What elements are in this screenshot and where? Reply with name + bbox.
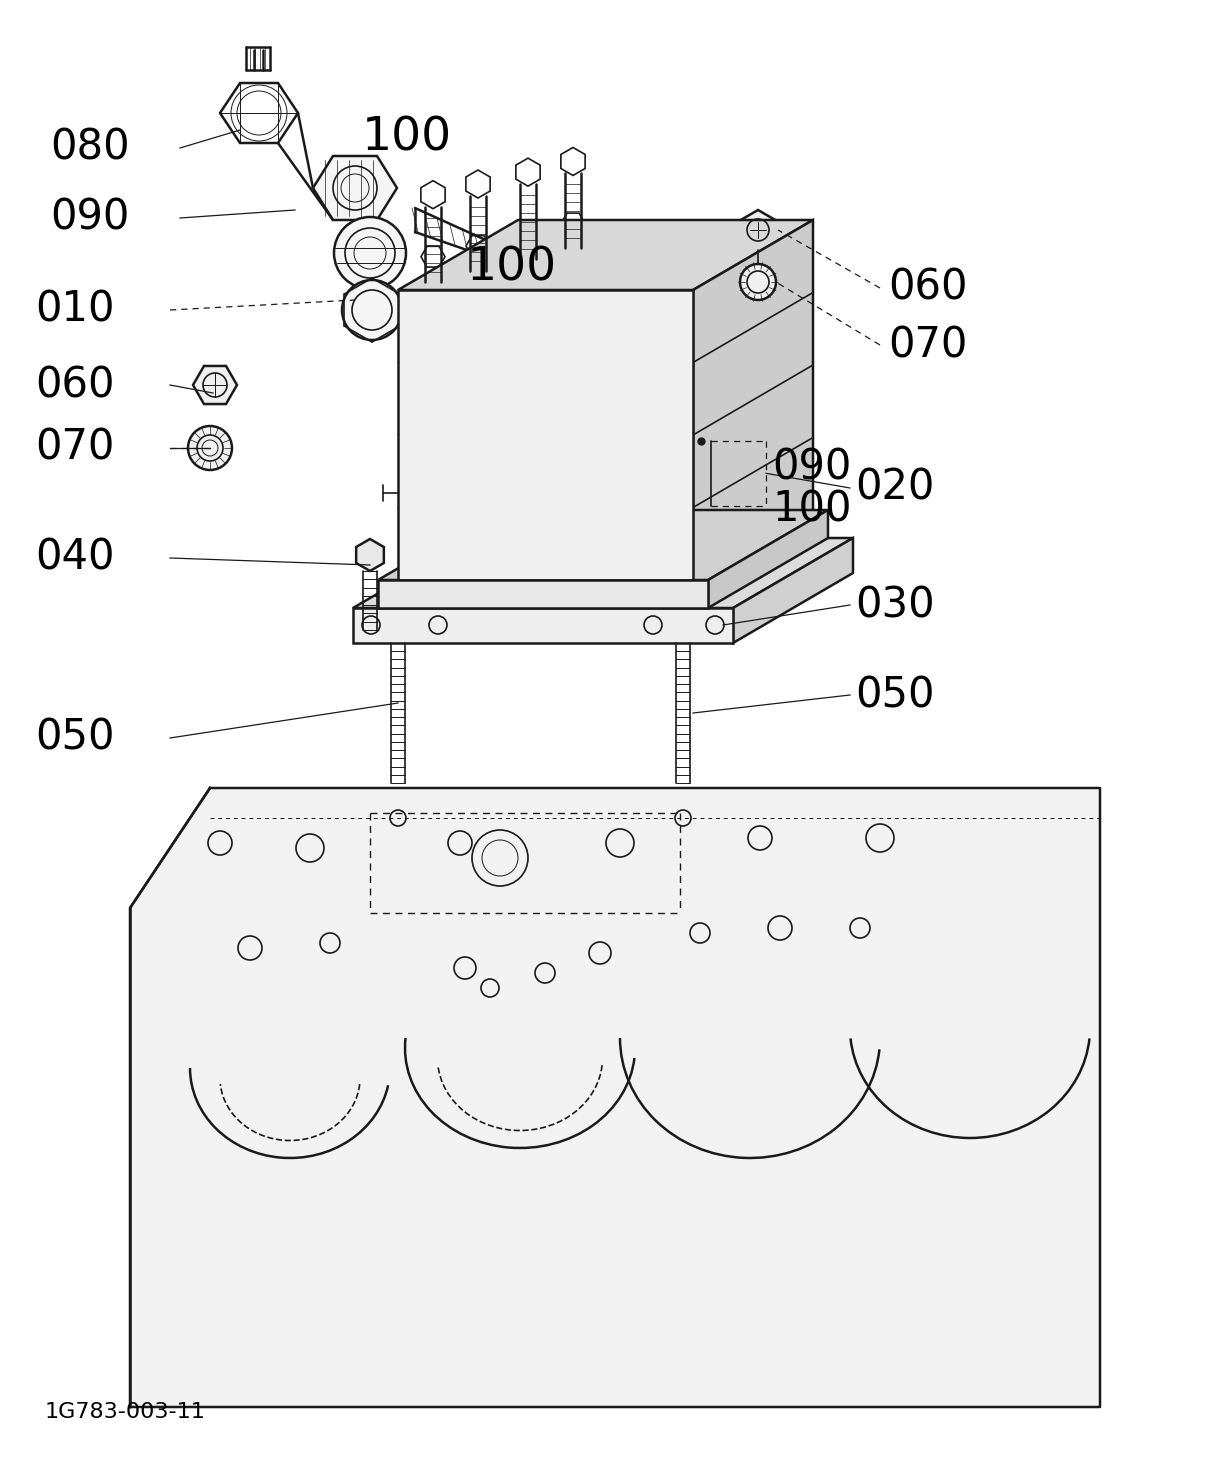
Polygon shape	[130, 789, 1100, 1408]
Polygon shape	[740, 210, 775, 250]
Text: 080: 080	[49, 127, 129, 168]
Polygon shape	[733, 538, 853, 642]
Circle shape	[343, 281, 402, 340]
Text: 070: 070	[35, 427, 115, 470]
Text: 1G783-003-11: 1G783-003-11	[45, 1402, 206, 1422]
Polygon shape	[693, 220, 813, 580]
Text: 050: 050	[855, 674, 935, 716]
Polygon shape	[708, 510, 829, 609]
Polygon shape	[519, 220, 813, 510]
Text: 060: 060	[35, 363, 115, 406]
Polygon shape	[353, 609, 733, 642]
Polygon shape	[219, 83, 298, 143]
Text: 100: 100	[362, 115, 452, 161]
Text: 090: 090	[772, 448, 851, 489]
Polygon shape	[193, 366, 238, 405]
Polygon shape	[398, 220, 813, 289]
Text: 100: 100	[467, 245, 557, 291]
Text: 020: 020	[855, 467, 935, 510]
Text: 100: 100	[772, 489, 851, 532]
Text: 050: 050	[35, 716, 115, 759]
Text: 030: 030	[855, 583, 935, 626]
Circle shape	[188, 425, 232, 470]
Text: 060: 060	[888, 267, 967, 309]
Polygon shape	[377, 580, 708, 609]
Polygon shape	[353, 538, 853, 609]
Circle shape	[740, 264, 775, 300]
Text: 040: 040	[35, 538, 115, 579]
Text: 010: 010	[35, 289, 115, 331]
Circle shape	[334, 217, 406, 289]
Polygon shape	[356, 539, 384, 572]
Polygon shape	[377, 510, 829, 580]
Text: 090: 090	[49, 196, 129, 239]
Text: 070: 070	[888, 323, 967, 366]
Polygon shape	[398, 289, 693, 580]
Polygon shape	[314, 157, 397, 220]
